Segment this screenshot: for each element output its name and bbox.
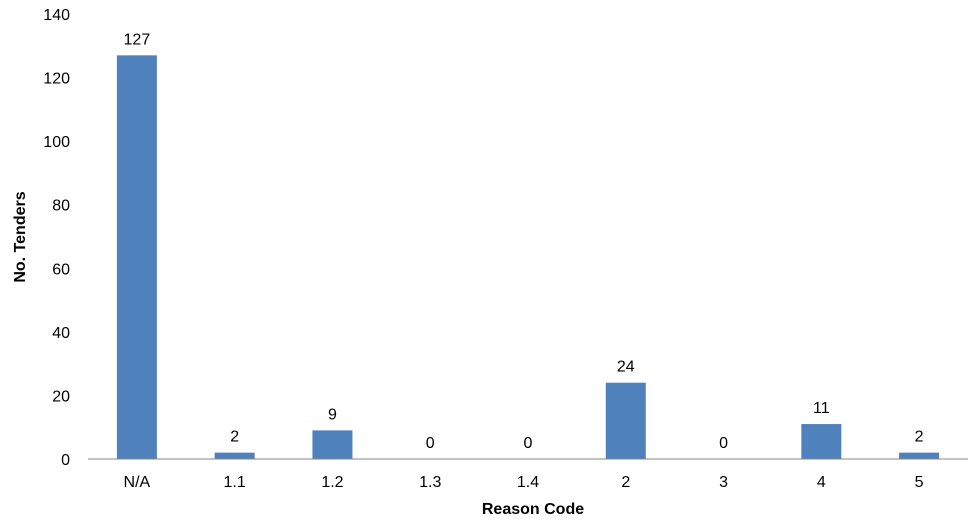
- y-axis-ticks: 0 20 40 60 80 100 120 140: [43, 7, 70, 469]
- y-tick-label: 80: [52, 198, 70, 215]
- bar: [116, 55, 157, 459]
- y-axis-title: No. Tenders: [12, 191, 29, 282]
- x-tick-label: 1.1: [224, 474, 246, 491]
- data-label: 11: [813, 400, 830, 417]
- bar: [801, 424, 842, 459]
- x-tick-label: 1.4: [517, 474, 539, 491]
- data-label: 127: [124, 31, 151, 48]
- y-tick-label: 40: [52, 325, 70, 342]
- y-tick-label: 0: [61, 452, 70, 469]
- x-tick-label: 1.3: [419, 474, 441, 491]
- bar: [899, 452, 940, 459]
- data-labels-group: 127 2 9 0 0 24 0 11 2: [124, 31, 924, 452]
- x-tick-label: 4: [817, 474, 826, 491]
- x-tick-label: N/A: [124, 474, 151, 491]
- y-tick-label: 120: [43, 71, 70, 88]
- data-label: 0: [426, 435, 435, 452]
- x-tick-label: 2: [621, 474, 630, 491]
- data-label: 24: [617, 359, 635, 376]
- y-tick-label: 100: [43, 134, 70, 151]
- data-label: 2: [915, 429, 924, 446]
- bar: [312, 430, 353, 459]
- data-label: 9: [328, 406, 337, 423]
- data-label: 0: [524, 435, 533, 452]
- x-tick-label: 5: [915, 474, 924, 491]
- x-axis-title: Reason Code: [482, 501, 584, 518]
- bar: [605, 382, 646, 459]
- x-axis-ticks: N/A 1.1 1.2 1.3 1.4 2 3 4 5: [124, 474, 924, 491]
- x-tick-label: 3: [719, 474, 728, 491]
- y-tick-label: 60: [52, 261, 70, 278]
- bars-group: [116, 55, 940, 459]
- x-tick-label: 1.2: [321, 474, 343, 491]
- y-tick-label: 20: [52, 388, 70, 405]
- y-tick-label: 140: [43, 7, 70, 24]
- data-label: 0: [719, 435, 728, 452]
- data-label: 2: [230, 429, 239, 446]
- bar: [214, 452, 255, 459]
